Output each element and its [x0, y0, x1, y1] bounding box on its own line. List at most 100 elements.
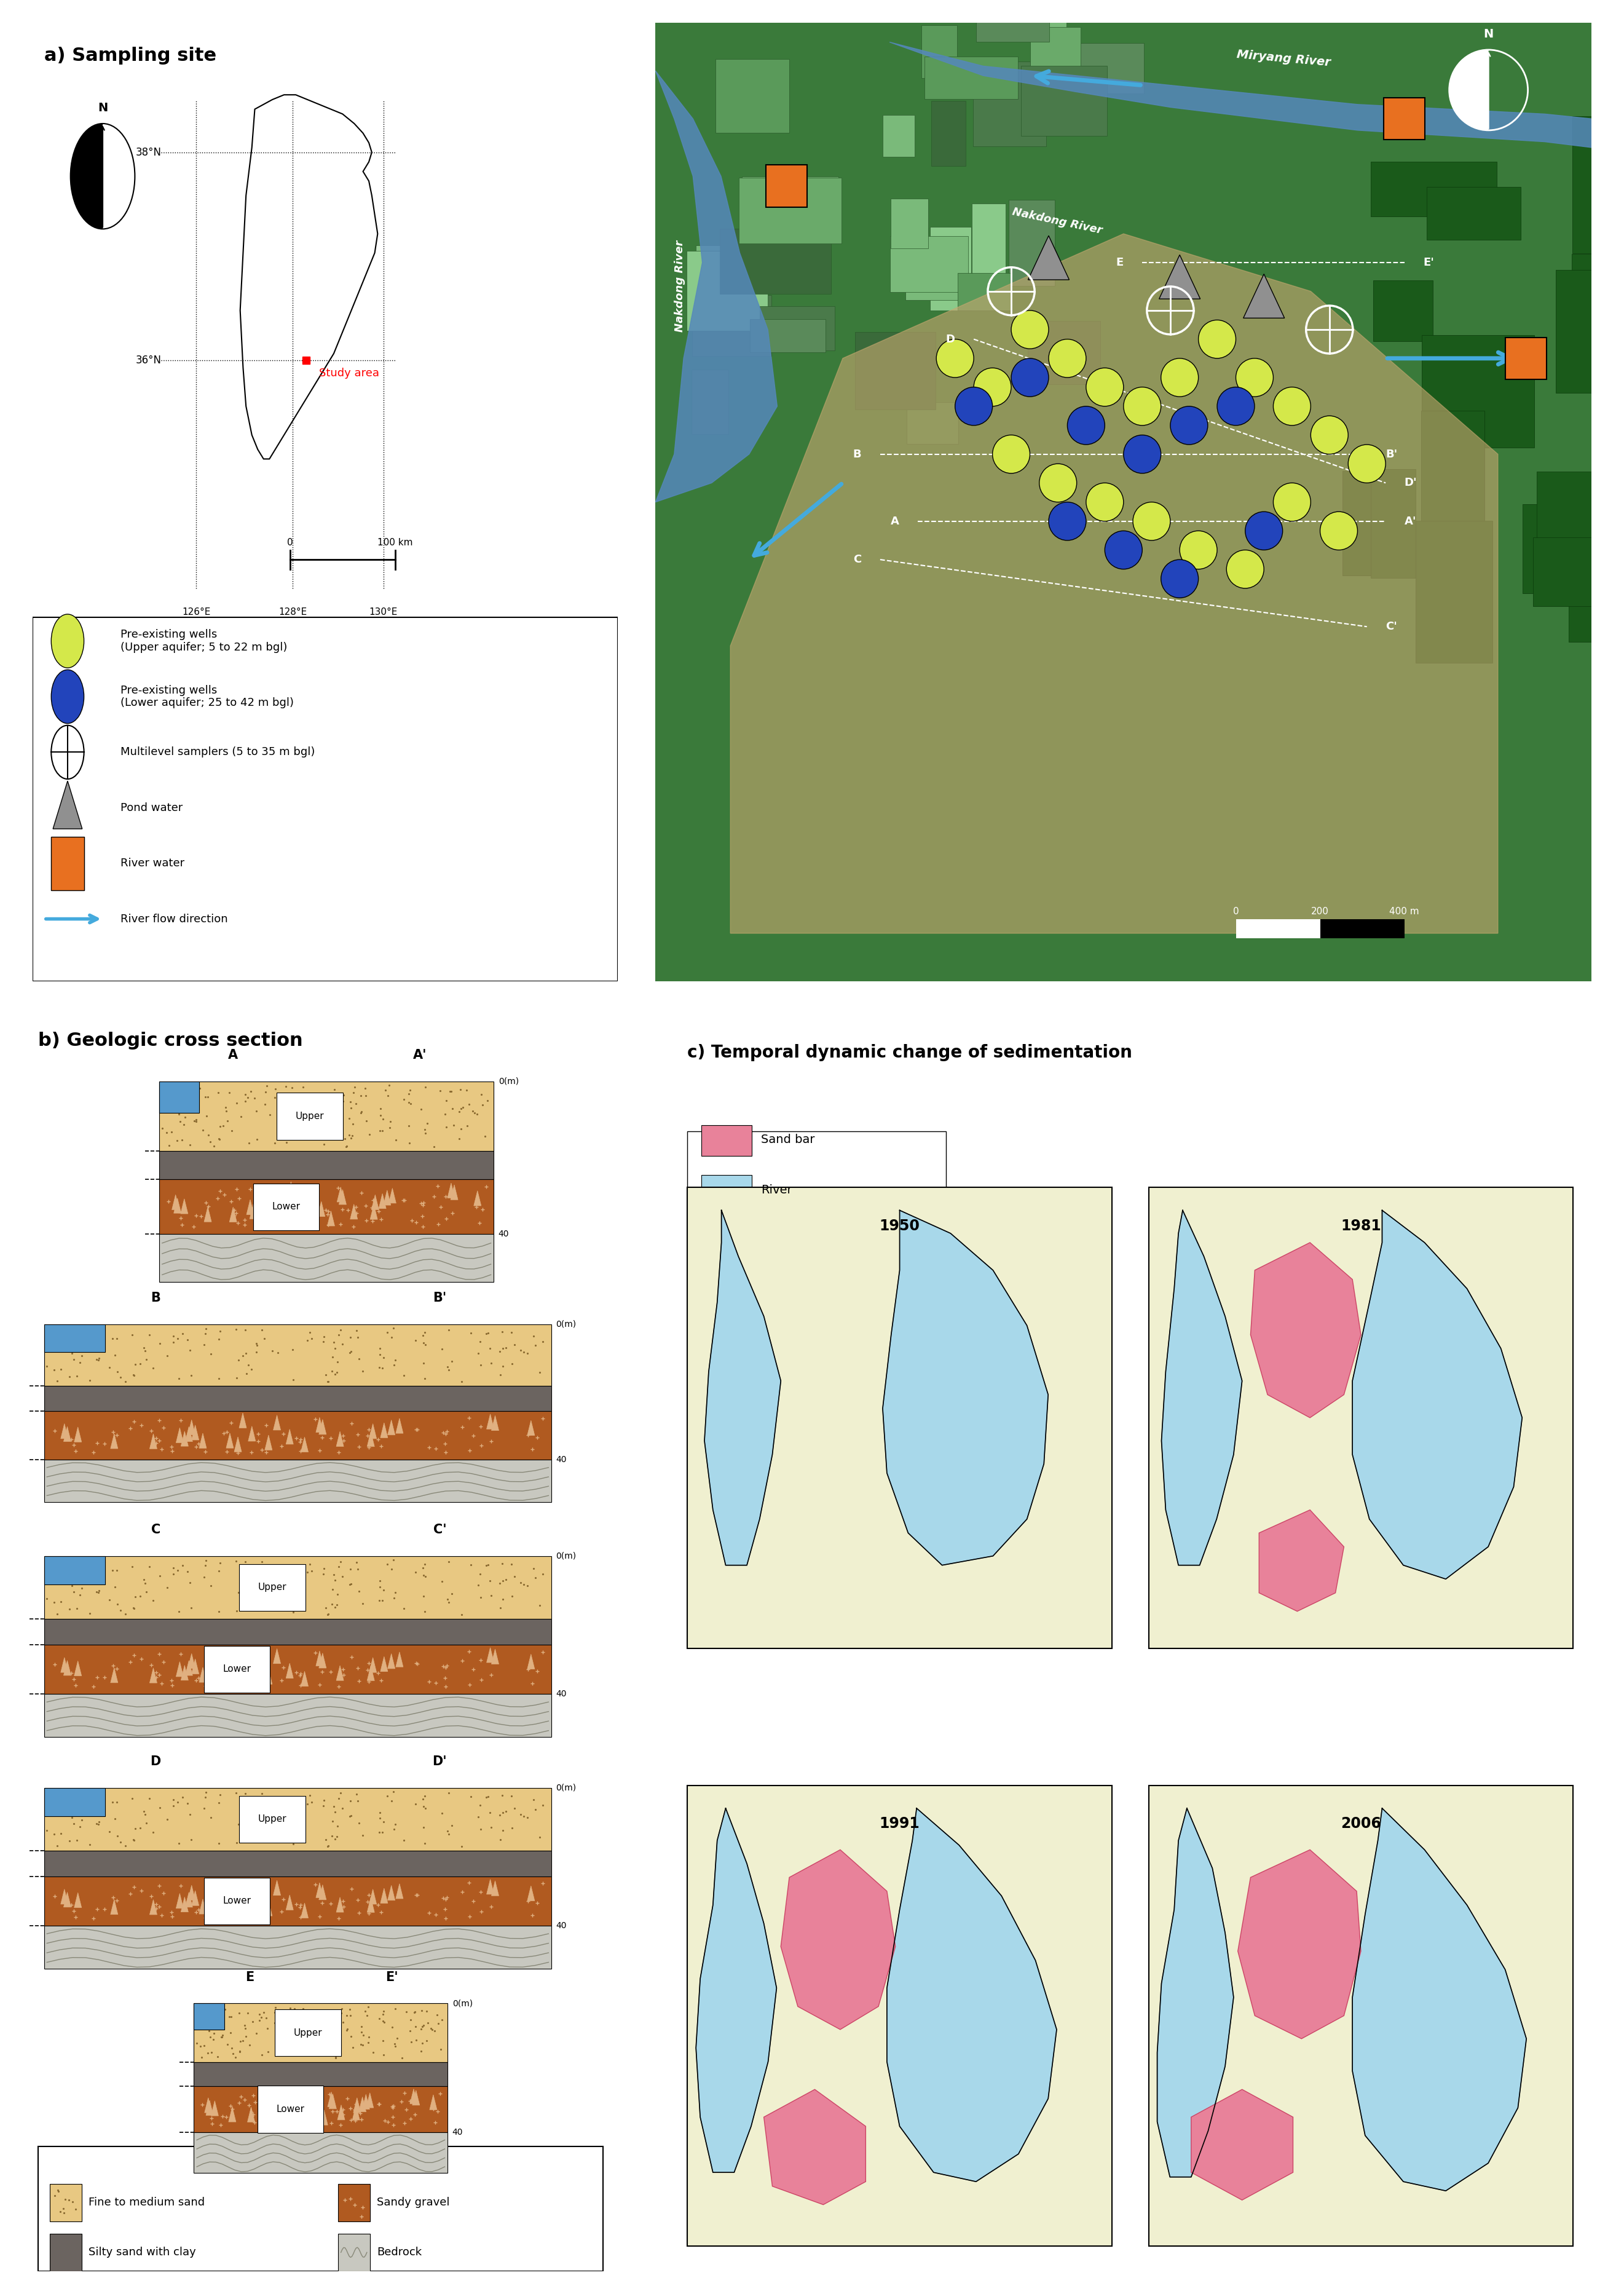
- Polygon shape: [265, 1902, 273, 1915]
- Polygon shape: [296, 2099, 302, 2115]
- Polygon shape: [265, 1670, 273, 1684]
- Polygon shape: [378, 1193, 387, 1209]
- Polygon shape: [75, 1893, 81, 1909]
- Bar: [1236, 920, 1320, 938]
- Polygon shape: [1158, 1808, 1234, 2177]
- Polygon shape: [149, 1899, 158, 1915]
- Polygon shape: [239, 1879, 247, 1893]
- Text: River water: River water: [120, 858, 184, 869]
- Polygon shape: [255, 1191, 261, 1204]
- Polygon shape: [234, 1670, 242, 1686]
- Circle shape: [1273, 484, 1311, 521]
- Bar: [44, 1645, 552, 1693]
- Polygon shape: [60, 1890, 68, 1904]
- Text: Sand bar: Sand bar: [762, 1133, 815, 1145]
- Bar: [193, 2062, 448, 2085]
- Bar: [692, 369, 729, 434]
- Polygon shape: [317, 1418, 323, 1431]
- Bar: [338, 2234, 370, 2271]
- Text: Upper: Upper: [296, 1113, 325, 1122]
- Text: 0: 0: [287, 537, 292, 546]
- Polygon shape: [763, 2090, 866, 2205]
- Polygon shape: [388, 1886, 395, 1899]
- Text: A': A': [1405, 516, 1416, 528]
- Bar: [1009, 200, 1056, 287]
- Text: 126°E: 126°E: [182, 608, 211, 617]
- Polygon shape: [367, 1665, 375, 1682]
- Bar: [719, 229, 831, 294]
- Text: B: B: [853, 450, 861, 459]
- Text: Nakdong River: Nakdong River: [674, 241, 685, 333]
- Polygon shape: [380, 1656, 388, 1672]
- Circle shape: [1246, 512, 1283, 551]
- Polygon shape: [63, 1427, 71, 1441]
- Text: 400 m: 400 m: [1390, 906, 1419, 915]
- Polygon shape: [63, 1661, 71, 1675]
- Text: 0(m): 0(m): [555, 1551, 577, 1560]
- Polygon shape: [149, 1668, 158, 1684]
- Polygon shape: [370, 1204, 377, 1220]
- Circle shape: [1311, 415, 1348, 454]
- Polygon shape: [372, 1195, 378, 1209]
- Bar: [193, 2133, 448, 2172]
- Text: c) Temporal dynamic change of sedimentation: c) Temporal dynamic change of sedimentat…: [687, 1044, 1132, 1062]
- Polygon shape: [200, 1434, 206, 1448]
- Bar: [44, 1787, 552, 1851]
- Bar: [1505, 337, 1546, 379]
- Wedge shape: [70, 124, 102, 229]
- Polygon shape: [175, 1661, 184, 1677]
- Polygon shape: [336, 1665, 344, 1682]
- Polygon shape: [369, 1659, 377, 1672]
- Bar: [1374, 280, 1432, 342]
- Polygon shape: [287, 2110, 296, 2124]
- Bar: [750, 319, 825, 353]
- Polygon shape: [205, 1207, 211, 1223]
- Polygon shape: [339, 1191, 346, 1204]
- Circle shape: [1161, 358, 1199, 397]
- Bar: [159, 1234, 494, 1282]
- Polygon shape: [781, 1849, 895, 2030]
- Polygon shape: [318, 1654, 326, 1668]
- Polygon shape: [412, 2090, 419, 2106]
- Polygon shape: [448, 1184, 455, 1197]
- Circle shape: [1067, 406, 1104, 445]
- Polygon shape: [430, 2094, 437, 2110]
- Bar: [44, 1693, 552, 1737]
- Polygon shape: [336, 1431, 344, 1448]
- Polygon shape: [234, 1902, 242, 1918]
- Polygon shape: [1250, 1243, 1361, 1418]
- Polygon shape: [110, 1668, 119, 1684]
- Circle shape: [1012, 358, 1049, 397]
- Polygon shape: [180, 1200, 188, 1214]
- Text: Lower: Lower: [273, 1202, 300, 1211]
- Polygon shape: [354, 2097, 361, 2113]
- Bar: [44, 1555, 106, 1585]
- Text: River: River: [762, 1184, 793, 1195]
- Polygon shape: [287, 1181, 294, 1197]
- Polygon shape: [1244, 273, 1285, 319]
- Polygon shape: [1237, 1849, 1361, 2039]
- Polygon shape: [291, 2088, 297, 2104]
- Polygon shape: [320, 2110, 328, 2124]
- Bar: [739, 179, 841, 243]
- Polygon shape: [250, 1204, 257, 1218]
- Polygon shape: [174, 1197, 182, 1214]
- Bar: [924, 57, 1018, 99]
- Bar: [1533, 537, 1621, 606]
- Text: C': C': [1385, 622, 1397, 633]
- Polygon shape: [1190, 2090, 1293, 2200]
- Polygon shape: [200, 1899, 206, 1913]
- Circle shape: [1124, 388, 1161, 424]
- Circle shape: [1124, 436, 1161, 473]
- Polygon shape: [261, 1207, 270, 1220]
- Text: A': A': [412, 1048, 427, 1062]
- Text: Pre-existing wells
(Upper aquifer; 5 to 22 m bgl): Pre-existing wells (Upper aquifer; 5 to …: [120, 629, 287, 654]
- Bar: [882, 115, 914, 156]
- Circle shape: [992, 436, 1030, 473]
- Polygon shape: [409, 2090, 417, 2104]
- Bar: [1343, 470, 1415, 576]
- Polygon shape: [731, 234, 1497, 934]
- Circle shape: [1226, 551, 1263, 587]
- Polygon shape: [883, 1211, 1047, 1565]
- Polygon shape: [234, 1436, 242, 1452]
